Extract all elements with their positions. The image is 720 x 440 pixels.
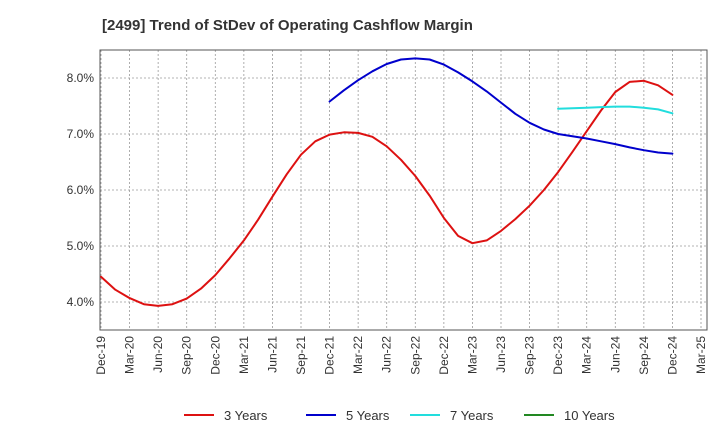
y-tick-label: 4.0% — [67, 295, 95, 309]
legend-label-5-years: 5 Years — [346, 408, 390, 423]
plot-area-frame — [99, 49, 708, 331]
x-tick-label: Mar-20 — [123, 336, 137, 374]
x-tick-label: Mar-22 — [351, 336, 365, 374]
x-tick-label: Sep-21 — [294, 336, 308, 375]
y-tick-label: 8.0% — [67, 71, 95, 85]
x-tick-label: Mar-24 — [580, 336, 594, 374]
y-tick-label: 5.0% — [67, 239, 95, 253]
x-tick-label: Sep-22 — [408, 336, 422, 375]
x-tick-label: Dec-19 — [94, 336, 108, 375]
x-tick-label: Mar-21 — [237, 336, 251, 374]
x-tick-label: Mar-23 — [465, 336, 479, 374]
x-tick-label: Jun-21 — [265, 336, 279, 373]
y-tick-labels: 4.0% 5.0% 6.0% 7.0% 8.0% — [67, 71, 95, 309]
x-tick-label: Jun-23 — [494, 336, 508, 373]
series-line-5-years — [328, 57, 674, 155]
x-tick-labels: Dec-19 Mar-20 Jun-20 Sep-20 Dec-20 Mar-21 Jun-… — [94, 336, 708, 375]
series-line-7-years — [557, 105, 674, 115]
y-tick-label: 6.0% — [67, 183, 95, 197]
x-tick-label: Sep-20 — [180, 336, 194, 375]
x-tick-label: Dec-20 — [208, 336, 222, 375]
x-tick-label: Jun-22 — [380, 336, 394, 373]
y-tick-label: 7.0% — [67, 127, 95, 141]
x-tick-label: Dec-24 — [665, 336, 679, 375]
x-tick-label: Dec-21 — [323, 336, 337, 375]
chart-title: [2499] Trend of StDev of Operating Cashf… — [102, 17, 473, 34]
series-layer — [100, 57, 674, 307]
legend-label-10-years: 10 Years — [564, 408, 615, 423]
legend: 3 Years 5 Years 7 Years 10 Years — [184, 408, 615, 423]
legend-label-7-years: 7 Years — [450, 408, 494, 423]
legend-label-3-years: 3 Years — [224, 408, 268, 423]
x-tick-label: Mar-25 — [694, 336, 708, 374]
x-tick-label: Dec-22 — [437, 336, 451, 375]
grid-layer — [100, 50, 707, 330]
x-tick-label: Jun-20 — [151, 336, 165, 373]
x-tick-label: Dec-23 — [551, 336, 565, 375]
series-line-3-years — [100, 79, 674, 307]
x-tick-label: Sep-23 — [523, 336, 537, 375]
x-tick-label: Jun-24 — [608, 336, 622, 373]
x-tick-label: Sep-24 — [637, 336, 651, 375]
